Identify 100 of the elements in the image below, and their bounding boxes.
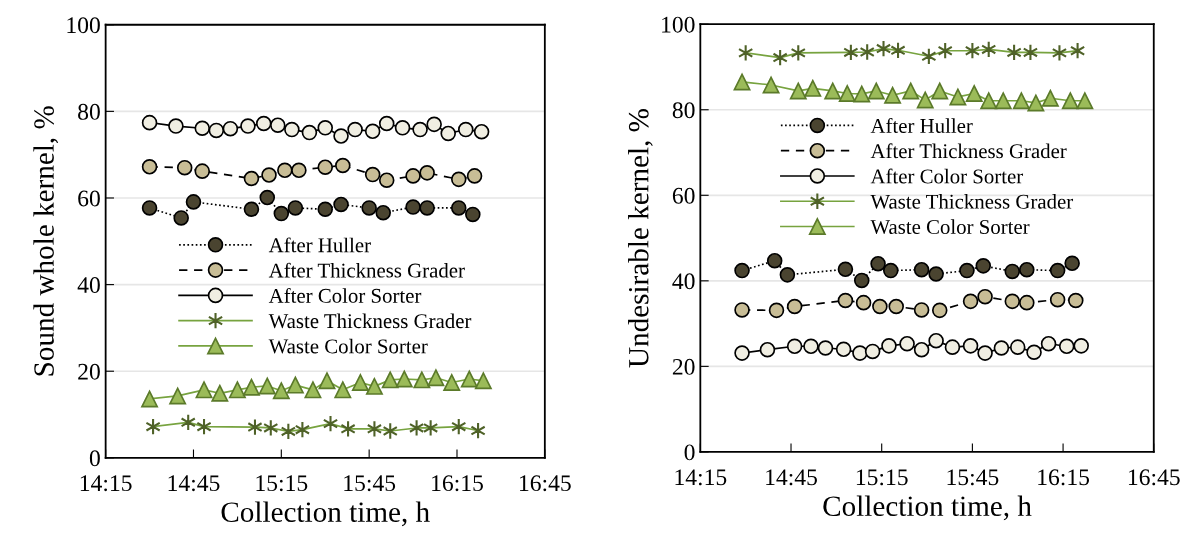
legend-label: Waste Thickness Grader [268,313,472,329]
legend-label: After Thickness Grader [870,143,1067,159]
point [1058,338,1075,355]
point [394,120,411,136]
point [419,200,435,216]
point [855,294,872,311]
point [378,115,395,132]
x-tick-label: 15:45 [344,475,396,492]
x-tick-label: 15:15 [856,469,908,486]
y-tick-label: 60 [78,190,100,207]
x-tick-label: 15:15 [256,475,308,492]
point [259,189,276,206]
point [287,200,304,216]
point [194,163,211,179]
legend-label: Waste Color Sorter [870,219,1030,235]
x-tick-label: 14:45 [766,469,817,486]
point [364,123,381,140]
point [779,267,796,283]
point [789,82,807,100]
point [361,200,377,216]
point [824,82,842,100]
point [322,414,339,433]
point [977,345,993,361]
x-axis-title: Collection time, h [823,495,1032,521]
point [242,378,260,396]
point [931,82,949,100]
y-tick-label: 60 [672,187,695,204]
point [853,272,870,289]
point [176,159,193,176]
point [870,255,886,272]
point [304,381,322,399]
point [759,341,776,358]
point [786,338,803,355]
point [365,377,383,395]
point [762,76,780,94]
point [419,165,435,181]
point [1061,92,1079,110]
point [965,85,983,102]
point [318,372,336,390]
point [317,159,334,176]
point [277,162,293,179]
x-tick-label: 14:15 [80,475,132,492]
point [333,196,349,213]
point [1049,262,1066,279]
point [465,206,481,223]
point [378,172,395,189]
point [913,302,930,318]
point [405,199,421,215]
point [412,121,428,138]
point [803,338,819,355]
x-tick-label: 14:15 [675,469,727,486]
point [474,372,492,390]
point [994,92,1012,110]
point [1004,263,1021,280]
y-tick-label: 100 [662,16,695,33]
point [959,262,975,279]
point [457,121,474,138]
point [913,341,930,358]
y-tick-label: 40 [77,277,100,294]
point [194,120,211,137]
point [427,369,445,387]
point [884,86,902,104]
point [899,335,915,352]
point [243,201,260,218]
x-tick-label: 16:15 [1038,469,1090,486]
point [875,39,892,58]
point [1073,338,1089,354]
point [270,117,286,134]
legend-label: Waste Color Sorter [268,338,428,354]
point [333,128,349,144]
y-tick-label: 40 [672,273,695,290]
point [1040,335,1057,352]
y-tick-label: 80 [78,103,100,120]
point [1064,255,1080,272]
point [1026,344,1042,361]
point [335,157,351,174]
y-tick-label: 0 [684,444,695,461]
point [734,262,750,279]
point [804,79,822,97]
point [1067,292,1084,309]
point [195,381,213,399]
point [261,167,277,183]
point [381,371,399,389]
point [733,73,751,91]
point [258,377,276,395]
y-axis-title: Undesirable kernel, % [628,109,653,368]
point [766,252,783,269]
point [141,114,158,131]
point [835,341,852,358]
x-axis-title: Collection time, h [221,501,430,527]
point [317,120,334,136]
point [375,204,391,221]
point [466,168,483,184]
point [473,123,490,140]
point [1076,92,1094,110]
point [443,374,461,391]
point [173,210,189,226]
point [168,118,184,134]
point [450,200,467,216]
point [301,124,318,141]
